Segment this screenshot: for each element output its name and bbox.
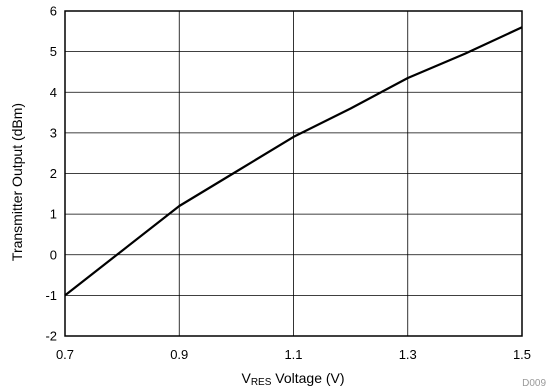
x-tick-label: 1.3 <box>399 347 417 362</box>
x-axis-title-v: V <box>241 370 251 386</box>
data-point <box>464 53 466 55</box>
plot-area-frame <box>64 10 523 337</box>
y-tick-label: 2 <box>50 166 57 181</box>
series-layer <box>64 26 523 297</box>
data-point <box>350 108 352 110</box>
data-point <box>178 205 180 207</box>
y-tick-labels: 6 5 4 3 2 1 0 -1 -2 <box>45 4 57 344</box>
x-tick-label: 0.9 <box>170 347 188 362</box>
data-point <box>407 77 409 79</box>
data-point <box>521 26 523 28</box>
y-tick-label: 1 <box>50 207 57 222</box>
data-point <box>293 136 295 138</box>
x-tick-labels: 0.7 0.9 1.1 1.3 1.5 <box>56 347 531 362</box>
x-axis-title-subscript: RES <box>251 377 272 388</box>
y-tick-label: -1 <box>45 288 57 303</box>
y-tick-label: 5 <box>50 44 57 59</box>
y-tick-label: 4 <box>50 85 57 100</box>
data-point <box>235 170 237 172</box>
x-tick-label: 0.7 <box>56 347 74 362</box>
data-point <box>64 294 66 296</box>
figure-id-label: D009 <box>522 378 546 389</box>
y-tick-label: 6 <box>50 4 57 19</box>
x-tick-label: 1.1 <box>284 347 302 362</box>
y-tick-label: 3 <box>50 125 57 140</box>
x-axis-title-rest: Voltage (V) <box>271 370 344 386</box>
y-tick-label: -2 <box>45 329 57 344</box>
y-tick-label: 0 <box>50 247 57 262</box>
y-axis-title: Transmitter Output (dBm) <box>9 103 25 261</box>
x-axis-title: VRES Voltage (V) <box>241 370 344 388</box>
series-line <box>64 26 523 297</box>
data-point <box>121 250 123 252</box>
x-tick-label: 1.5 <box>513 347 531 362</box>
